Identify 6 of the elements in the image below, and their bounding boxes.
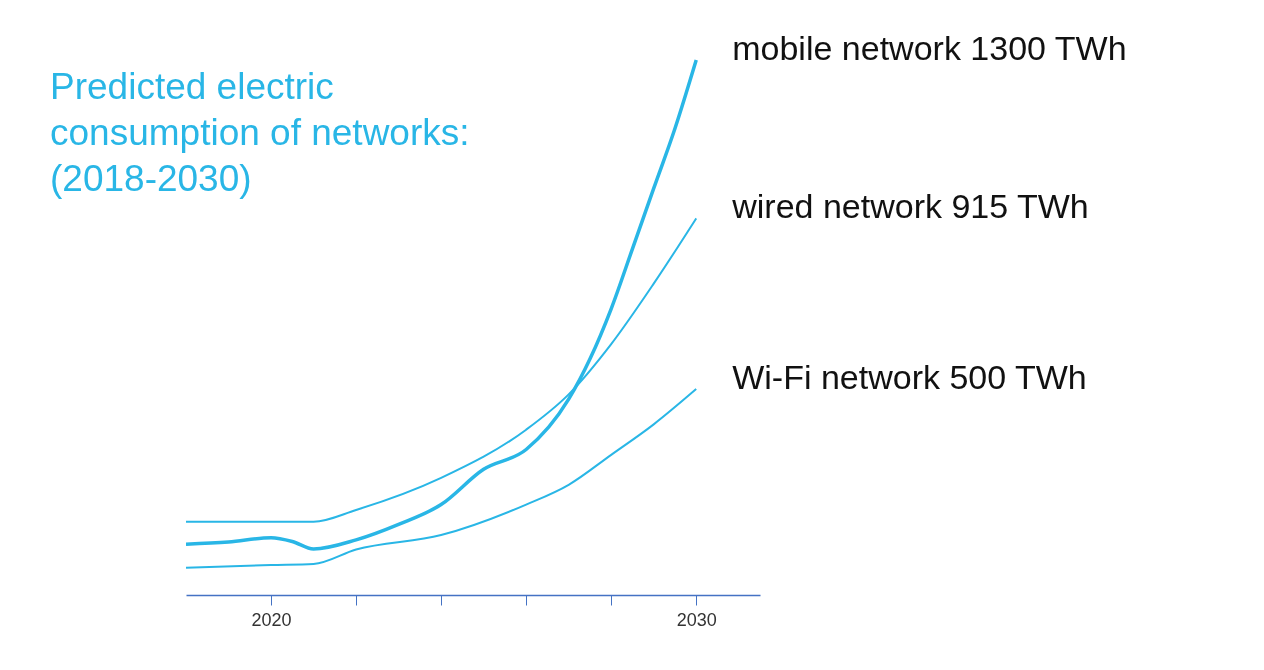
x-tick-label: 2030 xyxy=(676,609,717,630)
annotation: mobile network 1300 TWh xyxy=(732,29,1127,67)
text: Predicted electric consumption of networks: (2018-2030) xyxy=(50,66,470,199)
x-tick-label: 2020 xyxy=(251,609,292,630)
annotation: Wi-Fi network 500 TWh xyxy=(732,358,1087,397)
annotation: wired network 915 TWh xyxy=(731,187,1089,226)
